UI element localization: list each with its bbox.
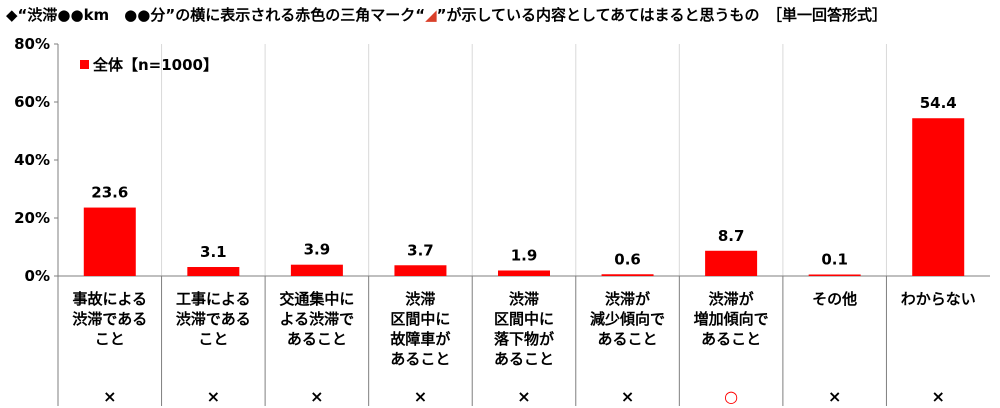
- category-label-line: 渋滞である: [176, 310, 251, 328]
- y-tick-label: 40%: [14, 151, 50, 169]
- y-tick-label: 20%: [14, 209, 50, 227]
- bar: [808, 274, 861, 276]
- category-label: わからない: [901, 290, 976, 308]
- category-label-line: 渋滞が: [605, 290, 651, 308]
- category-label: 渋滞区間中に落下物があること: [494, 290, 555, 368]
- y-tick-label: 60%: [14, 93, 50, 111]
- y-tick-label: 80%: [14, 35, 50, 53]
- legend-swatch: [80, 60, 89, 69]
- answer-mark: ×: [932, 387, 945, 406]
- category-label-line: 減少傾向で: [590, 310, 665, 328]
- answer-mark: ×: [621, 387, 634, 406]
- answer-mark: ×: [517, 387, 530, 406]
- chart-title: ◆“渋滞●●km ●●分”の横に表示される赤色の三角マーク“◢”が示している内容…: [6, 4, 887, 25]
- category-label-line: 渋滞: [405, 290, 435, 308]
- answer-mark: ×: [103, 387, 116, 406]
- category-label-line: 増加傾向で: [694, 310, 769, 328]
- bar: [187, 267, 240, 276]
- bar: [912, 118, 965, 277]
- category-label-line: 区間中に: [494, 310, 554, 328]
- red-triangle-icon: ◢: [425, 6, 437, 24]
- data-label: 1.9: [511, 246, 538, 264]
- category-label: 工事による渋滞であること: [176, 290, 251, 348]
- category-label-line: わからない: [901, 290, 976, 308]
- category-label-line: 渋滞が: [709, 290, 755, 308]
- chart-title-after: ”が示している内容としてあてはまると思うもの ［単一回答形式］: [436, 6, 888, 24]
- data-label: 54.4: [920, 94, 957, 112]
- category-label-line: 区間中に: [390, 310, 450, 328]
- category-label-line: 故障車が: [390, 330, 451, 348]
- answer-mark: ×: [828, 387, 841, 406]
- category-label-line: あること: [598, 330, 658, 348]
- category-label-line: 工事による: [176, 290, 251, 308]
- category-label-line: よる渋滞で: [280, 310, 355, 328]
- category-label-line: 事故による: [72, 290, 147, 308]
- answer-mark: ×: [414, 387, 427, 406]
- bar: [601, 274, 654, 276]
- bar: [290, 264, 343, 276]
- data-label: 3.1: [200, 243, 227, 261]
- answer-mark: ×: [207, 387, 220, 406]
- category-label: その他: [812, 290, 857, 308]
- category-label: 渋滞区間中に故障車があること: [390, 290, 451, 368]
- category-label: 渋滞が減少傾向であること: [590, 290, 665, 348]
- bar: [498, 270, 550, 276]
- chart-title-before: ◆“渋滞●●km ●●分”の横に表示される赤色の三角マーク“: [6, 6, 426, 24]
- category-label-line: あること: [287, 330, 347, 348]
- category-label: 事故による渋滞であること: [72, 290, 147, 348]
- category-label-line: 渋滞である: [72, 310, 147, 328]
- category-label-line: こと: [95, 330, 125, 348]
- category-label-line: あること: [390, 350, 450, 368]
- data-label: 8.7: [718, 227, 745, 245]
- category-label-line: あること: [701, 330, 761, 348]
- bar: [83, 207, 136, 276]
- bar: [394, 265, 447, 276]
- category-label: 交通集中による渋滞であること: [279, 290, 354, 348]
- category-label-line: あること: [494, 350, 554, 368]
- category-label-line: 渋滞: [509, 290, 539, 308]
- answer-mark: ○: [724, 387, 738, 406]
- category-label-line: 落下物が: [494, 330, 555, 348]
- data-label: 0.6: [614, 250, 641, 268]
- category-label-line: こと: [198, 330, 228, 348]
- bar: [705, 250, 758, 276]
- category-label-line: 交通集中に: [279, 290, 354, 308]
- answer-mark: ×: [310, 387, 323, 406]
- data-label: 23.6: [91, 184, 128, 202]
- category-label-line: その他: [812, 290, 857, 308]
- data-label: 3.7: [407, 241, 434, 259]
- data-label: 3.9: [304, 241, 331, 259]
- category-label: 渋滞が増加傾向であること: [694, 290, 769, 348]
- data-label: 0.1: [821, 251, 848, 269]
- y-tick-label: 0%: [25, 267, 50, 285]
- legend-label: 全体【n=1000】: [92, 56, 218, 74]
